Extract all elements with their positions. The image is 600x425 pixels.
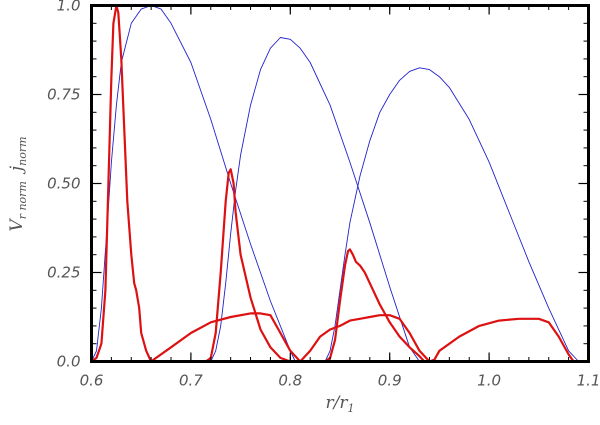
x-tick-label: 1.0 bbox=[477, 372, 501, 390]
y-axis-label-j-sub: norm bbox=[16, 136, 29, 165]
y-tick-label: 0.50 bbox=[47, 175, 80, 193]
series-line-3 bbox=[90, 4, 575, 363]
series-line-5 bbox=[324, 248, 426, 363]
svg-text:Vr normjnorm: Vr norm jnorm bbox=[7, 136, 29, 231]
series-line-1 bbox=[210, 37, 420, 362]
x-axis-label-sub: 1 bbox=[347, 402, 354, 415]
y-tick-label: 0.0 bbox=[57, 353, 81, 371]
series-layer bbox=[90, 4, 580, 363]
y-axis-label-v: V bbox=[7, 218, 27, 232]
y-axis-label: Vr norm jnorm bbox=[7, 136, 29, 231]
x-axis-label-main: r/r bbox=[326, 393, 349, 413]
y-tick-label: 1.0 bbox=[57, 0, 81, 15]
y-axis-label-v-sub: r norm bbox=[16, 181, 29, 219]
plot-frame bbox=[90, 4, 590, 363]
x-tick-label: 0.8 bbox=[278, 372, 302, 390]
x-tick-label: 0.7 bbox=[179, 372, 203, 390]
y-tick-label: 0.75 bbox=[47, 86, 80, 104]
x-tick-label: 0.6 bbox=[80, 372, 104, 390]
x-tick-label: 1.1 bbox=[577, 372, 600, 390]
y-tick-label: 0.25 bbox=[47, 264, 80, 282]
y-axis-label-j: j bbox=[7, 165, 27, 175]
series-line-4 bbox=[204, 168, 292, 363]
tick-label-layer: 0.6 0.7 0.8 0.9 1.0 1.1 0.0 0.25 0.50 0.75 1.0 bbox=[47, 0, 600, 390]
series-line-2 bbox=[324, 67, 580, 362]
x-tick-label: 0.9 bbox=[378, 372, 402, 390]
x-axis-label: r/r1 bbox=[326, 393, 355, 415]
